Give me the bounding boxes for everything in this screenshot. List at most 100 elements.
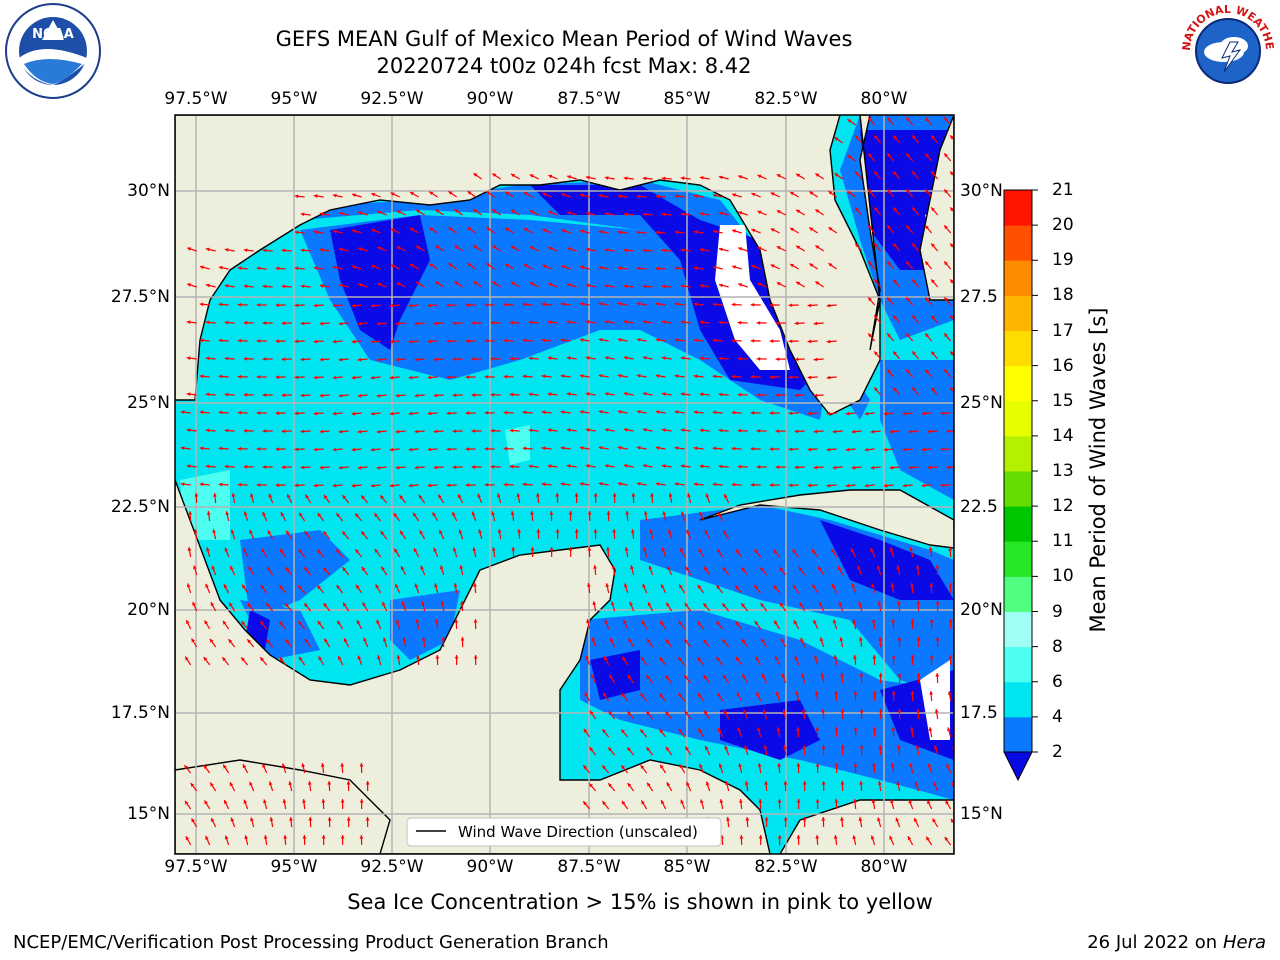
wind-wave-arrow-head [429,263,434,268]
wind-wave-arrow-head [950,279,954,284]
wind-wave-arrow-head [319,357,324,362]
wind-wave-arrow-head [872,655,877,659]
wind-wave-arrow-head [567,211,572,215]
wind-wave-arrow-head [281,321,286,326]
wind-wave-arrow-head [883,447,888,452]
wind-wave-arrow-head [275,339,280,344]
wind-wave-arrow-head [788,411,793,416]
wind-wave-arrow-head [288,781,293,786]
wind-wave-arrow-head [231,493,236,497]
wind-wave-arrow-head [737,392,742,397]
wind-wave-arrow-head [815,835,820,839]
wind-wave-arrow-head [343,638,348,643]
lat-label-right: 25°N [960,393,1003,413]
wind-wave-arrow-head [256,266,261,271]
wind-wave-arrow-head [342,567,347,572]
wind-wave-arrow-head [484,374,489,379]
wind-wave-arrow-head [395,321,400,326]
wind-wave-arrow-head [910,691,915,695]
wind-wave-arrow-head [887,189,891,194]
wind-wave-arrow-head [935,637,940,641]
lon-label-bottom: 97.5°W [164,857,228,877]
wind-wave-arrow-head [389,303,394,308]
wind-wave-arrow-head [737,320,742,325]
wind-wave-arrow-head [408,339,413,344]
wind-wave-arrow-head [358,211,363,215]
wind-wave-arrow-head [279,621,283,626]
wind-wave-arrow-head [260,584,265,589]
wind-wave-arrow-head [955,601,959,605]
wind-wave-arrow-head [627,783,632,787]
wind-wave-arrow-head [289,817,293,821]
wind-wave-arrow-head [205,835,209,840]
wind-wave-arrow-head [950,171,954,176]
wind-wave-arrow-head [874,351,878,356]
wind-wave-arrow-head [770,228,775,232]
wind-wave-arrow-head [612,493,617,497]
wind-wave-arrow-head [890,763,895,767]
wind-wave-arrow-head [629,601,633,606]
colorbar-segment [1004,646,1032,683]
wind-wave-arrow-head [503,338,508,343]
wind-wave-arrow-head [815,245,820,249]
wind-wave-arrow-head [617,445,622,450]
wind-wave-arrow-head [750,338,755,343]
wind-wave-arrow-head [269,817,274,821]
wind-wave-arrow-head [950,135,954,140]
wind-wave-arrow-head [744,745,748,750]
wind-wave-arrow-head [459,565,464,570]
wind-wave-arrow-head [211,565,216,570]
wind-wave-arrow-head [643,511,648,515]
wind-wave-arrow-head [750,302,755,307]
wind-wave-arrow-head [769,375,774,379]
wind-wave-arrow-head [693,482,698,487]
wind-wave-arrow-head [598,446,603,450]
wind-wave-arrow-head [916,637,921,641]
wind-wave-arrow-head [646,675,651,680]
wind-wave-arrow-head [931,171,935,176]
wind-wave-arrow-head [260,657,265,662]
wind-wave-arrow-head [925,333,929,338]
wind-wave-arrow-head [623,355,628,360]
wind-wave-arrow-head [680,547,684,552]
wind-wave-arrow-head [218,265,223,270]
wind-wave-arrow-head [889,835,893,840]
wind-wave-arrow-head [332,411,337,416]
wind-wave-arrow-head [887,369,891,374]
wind-wave-arrow-head [243,356,248,361]
wind-wave-arrow-head [408,303,413,308]
wind-wave-arrow-head [317,512,322,517]
lat-label-left: 25°N [127,393,170,413]
wind-wave-arrow-head [224,392,229,397]
wind-wave-arrow-head [583,765,588,770]
wind-wave-arrow-head [529,174,534,178]
wind-wave-arrow-head [336,549,340,554]
wind-wave-arrow-head [324,638,328,643]
wind-wave-arrow-head [661,356,666,360]
wind-wave-arrow-head [452,511,456,516]
wind-wave-arrow-head [390,264,395,268]
wind-wave-arrow-head [490,320,495,325]
wind-wave-arrow-head [796,173,801,178]
wind-wave-arrow-head [832,465,837,470]
wind-wave-arrow-head [452,429,457,434]
wind-wave-arrow-head [528,428,533,433]
wind-wave-arrow-head [205,283,210,288]
wind-wave-arrow-head [294,339,299,344]
wind-wave-arrow-head [448,263,453,267]
wind-wave-arrow-head [909,763,914,768]
wind-wave-arrow-head [813,429,818,434]
wind-wave-arrow-head [408,411,413,416]
wind-wave-arrow-head [320,763,325,767]
wind-wave-arrow-head [872,727,877,731]
wind-wave-arrow-head [560,374,565,378]
wind-wave-arrow-head [351,375,356,380]
wind-wave-arrow-head [661,212,666,217]
wind-wave-arrow-head [363,637,367,642]
wind-wave-arrow-head [301,763,306,768]
wind-wave-arrow-head [313,411,318,416]
wind-wave-arrow-head [906,117,910,122]
wind-wave-arrow-head [547,428,552,433]
wind-wave-arrow-head [490,428,495,433]
